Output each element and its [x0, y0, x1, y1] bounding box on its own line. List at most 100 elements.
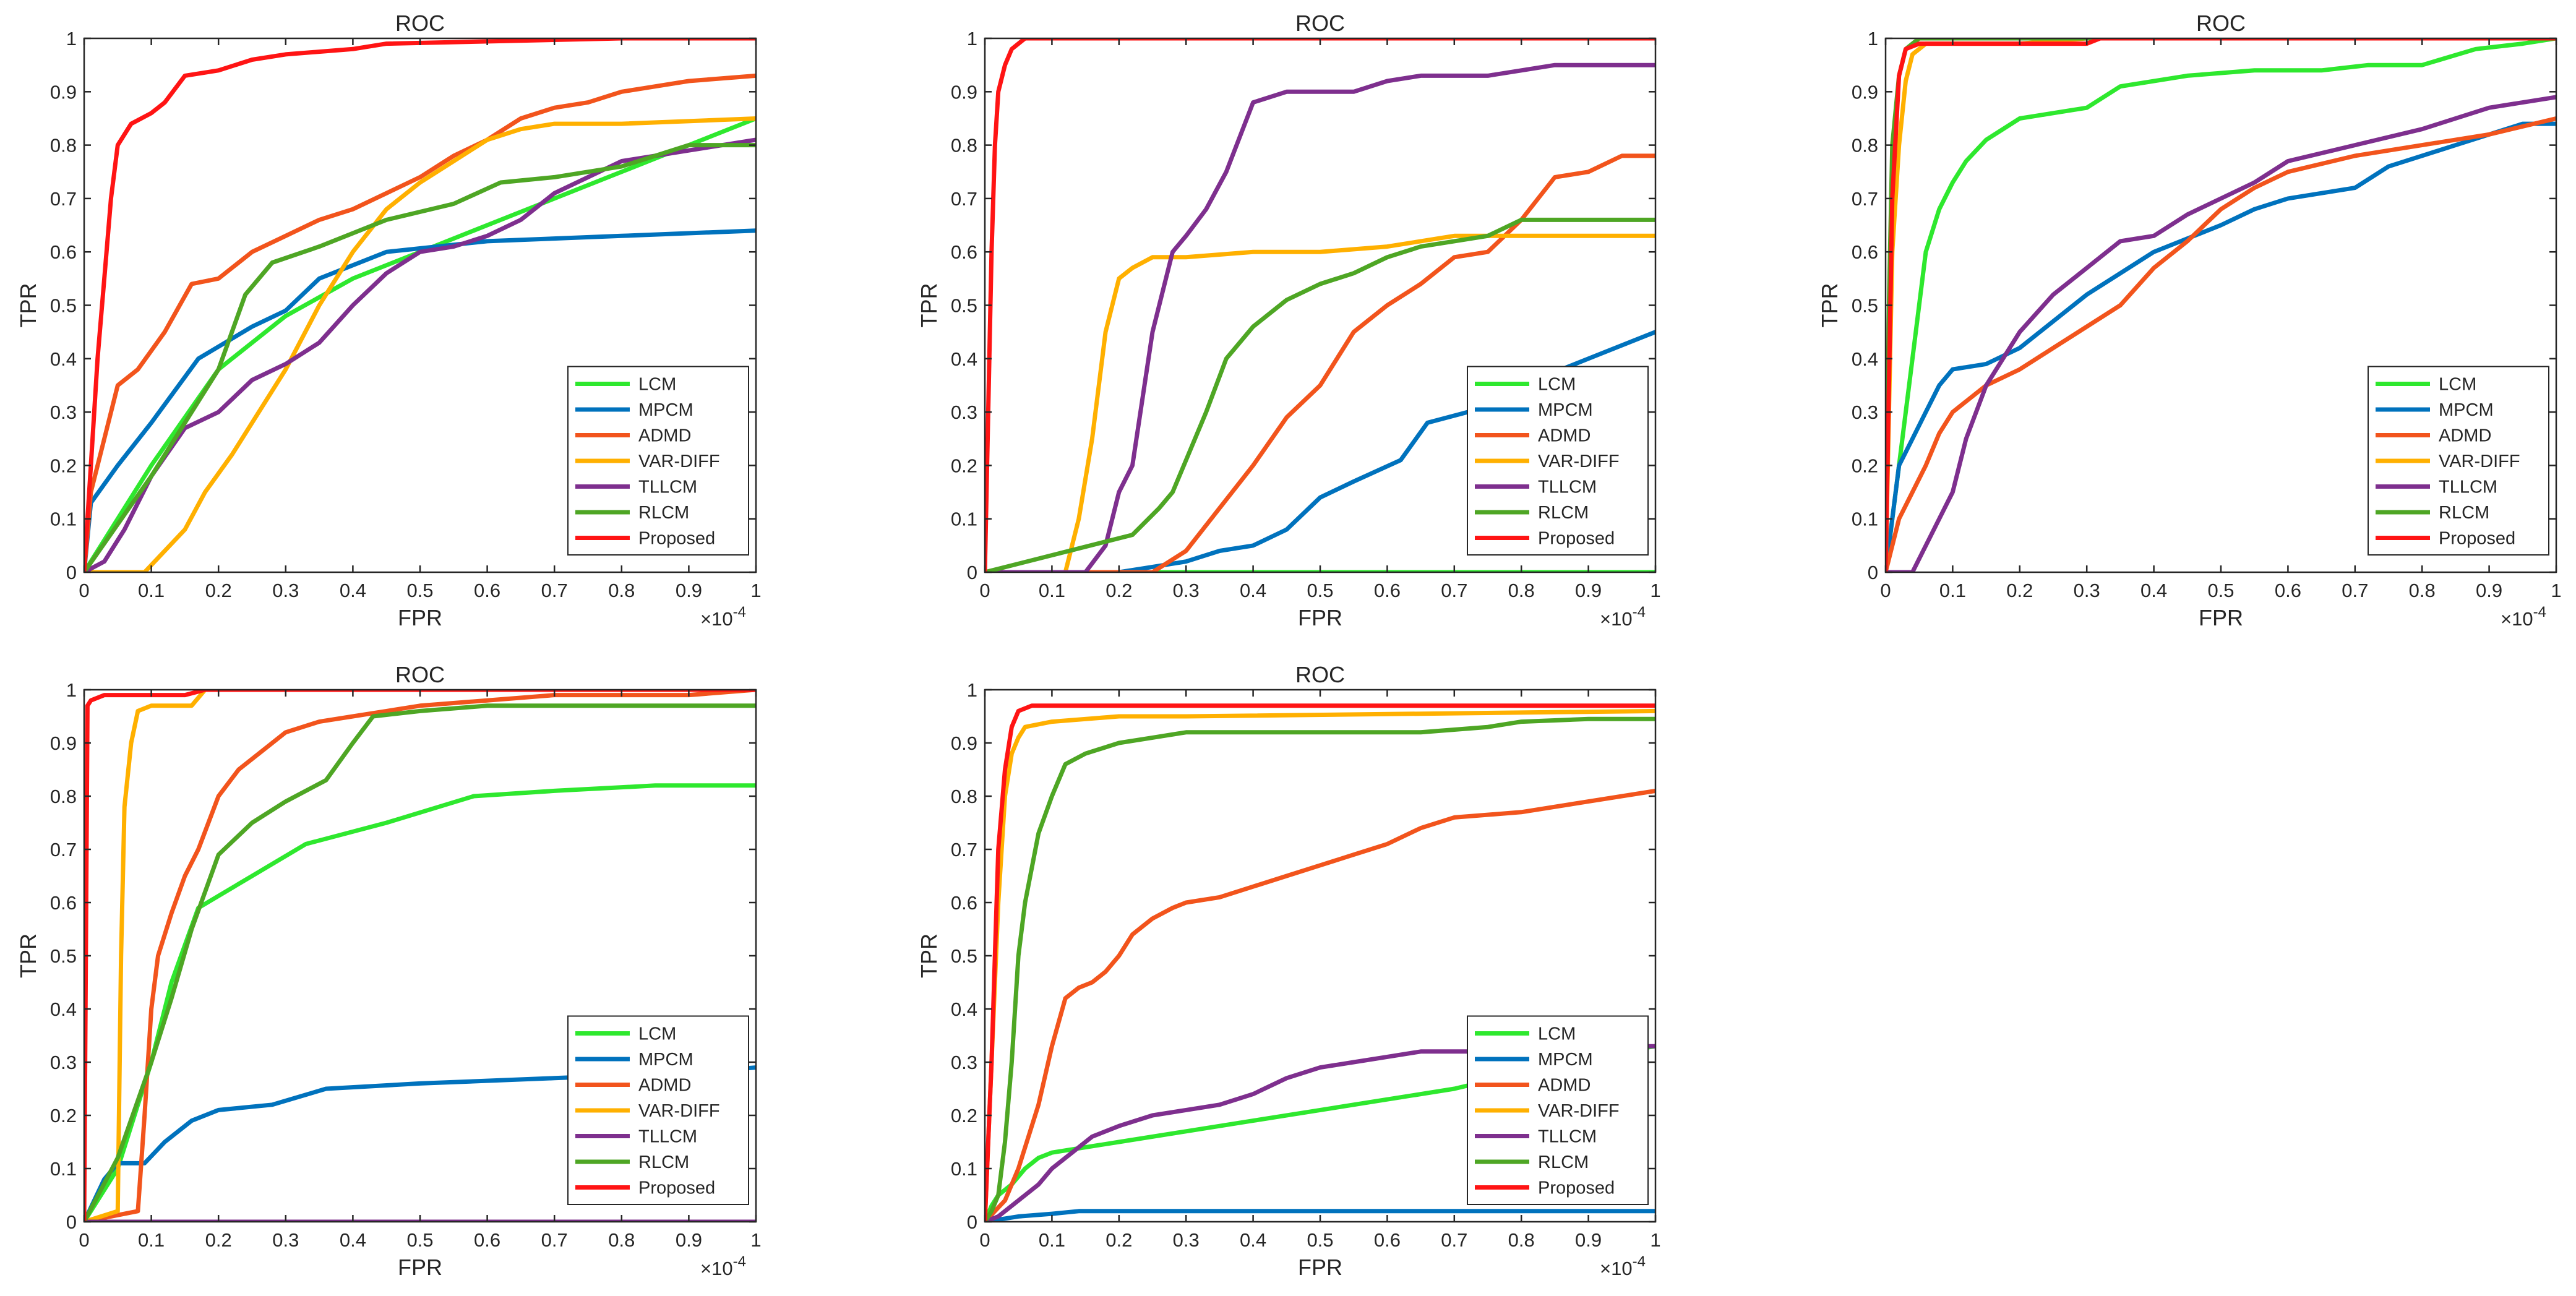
y-tick-label: 0.4	[50, 998, 77, 1020]
x-tick-label: 0.5	[406, 1229, 433, 1251]
series-line-var-diff	[84, 690, 756, 1222]
series-line-rlcm	[985, 217, 1655, 572]
x-axis-exponent-base: ×10	[1600, 608, 1633, 630]
x-axis-label: FPR	[1298, 1255, 1342, 1280]
series-lines	[84, 690, 756, 1222]
x-tick-label: 0.3	[1173, 580, 1200, 601]
y-tick-label: 0.9	[1852, 81, 1878, 103]
y-tick-label: 0.9	[951, 732, 977, 754]
y-tick-label: 0.1	[1852, 509, 1878, 530]
y-tick-label: 0.2	[1852, 455, 1878, 476]
x-tick-label: 0.3	[1173, 1229, 1200, 1251]
legend-label: VAR-DIFF	[638, 1101, 720, 1121]
y-tick-label: 1	[66, 28, 77, 49]
x-tick-label: 0.4	[1240, 1229, 1266, 1251]
x-tick-label: 0.6	[2275, 580, 2301, 601]
y-tick-label: 0.6	[50, 892, 77, 914]
y-tick-label: 0.2	[951, 1105, 977, 1126]
x-axis-exponent: ×10-4	[2501, 604, 2546, 630]
y-tick-label: 0.7	[50, 188, 77, 210]
x-tick-label: 0.2	[2006, 580, 2033, 601]
y-tick-label: 0.9	[951, 81, 977, 103]
y-tick-label: 0.1	[951, 1158, 977, 1180]
legend-label: MPCM	[1538, 400, 1593, 420]
series-line-var-diff	[1886, 38, 2556, 572]
legend-label: RLCM	[1538, 503, 1589, 523]
series-line-mpcm	[985, 1209, 1655, 1222]
chart-title: ROC	[395, 11, 445, 36]
x-tick-label: 0.4	[2140, 580, 2167, 601]
x-tick-label: 0.1	[138, 1229, 165, 1251]
y-tick-label: 0.4	[951, 348, 977, 370]
legend-label: Proposed	[638, 1178, 715, 1198]
x-tick-label: 0.6	[1374, 1229, 1401, 1251]
legend-label: Proposed	[2439, 529, 2515, 549]
x-axis-exponent-power: -4	[1633, 604, 1646, 620]
y-tick-label: 0.3	[1852, 401, 1878, 423]
series-line-var-diff	[985, 233, 1655, 572]
series-line-rlcm	[84, 703, 756, 1222]
legend-label: ADMD	[1538, 1076, 1591, 1096]
y-tick-label: 0.8	[50, 135, 77, 157]
y-tick-label: 0.8	[951, 786, 977, 807]
legend-label: TLLCM	[638, 478, 697, 497]
x-tick-label: 0.4	[340, 1229, 366, 1251]
x-tick-label: 0	[1880, 580, 1891, 601]
y-tick-label: 0.4	[1852, 348, 1878, 370]
x-tick-label: 0.7	[1441, 1229, 1467, 1251]
y-tick-label: 0.3	[951, 1052, 977, 1073]
legend-label: LCM	[638, 1024, 676, 1044]
y-tick-label: 0.8	[1852, 135, 1878, 157]
x-tick-label: 0.3	[272, 580, 299, 601]
x-axis-label: FPR	[398, 1255, 442, 1280]
y-tick-label: 0.1	[50, 509, 77, 530]
x-tick-label: 0.5	[2207, 580, 2234, 601]
y-tick-label: 0.5	[951, 945, 977, 967]
legend-label: RLCM	[638, 503, 689, 523]
x-tick-label: 1	[750, 1229, 761, 1251]
x-tick-label: 1	[1650, 580, 1660, 601]
x-axis-exponent-power: -4	[1633, 1253, 1646, 1270]
x-tick-label: 0.1	[1039, 580, 1065, 601]
y-tick-label: 0.7	[1852, 188, 1878, 210]
x-tick-label: 0.9	[1575, 580, 1602, 601]
series-line-proposed	[84, 38, 756, 572]
series-line-admd	[1886, 116, 2556, 572]
y-tick-label: 0.1	[50, 1158, 77, 1180]
y-tick-label: 0	[66, 562, 77, 583]
legend-label: LCM	[2439, 375, 2476, 395]
series-line-rlcm	[84, 143, 756, 572]
y-tick-label: 0.9	[50, 732, 77, 754]
x-tick-label: 1	[1650, 1229, 1660, 1251]
series-line-proposed	[84, 690, 756, 1222]
x-tick-label: 0.1	[1039, 1229, 1065, 1251]
x-tick-label: 0.8	[608, 580, 635, 601]
x-axis-exponent-base: ×10	[700, 1258, 733, 1279]
y-tick-label: 0.2	[50, 1105, 77, 1126]
x-axis-label: FPR	[1298, 605, 1342, 630]
x-axis-label: FPR	[2199, 605, 2243, 630]
x-axis-exponent-power: -4	[2533, 604, 2546, 620]
series-line-mpcm	[1886, 121, 2556, 572]
y-tick-label: 0.6	[50, 241, 77, 263]
x-tick-label: 0.1	[1939, 580, 1966, 601]
legend-label: TLLCM	[638, 1127, 697, 1147]
x-tick-label: 0	[79, 1229, 89, 1251]
roc-chart-5: 0 0.1 0.2 0.3 0.4 0.5 0.6 0.7 0.8 0.9 1 0 0.1 0.2 0.3 0…	[916, 662, 1661, 1280]
x-axis-exponent: ×10-4	[700, 1253, 746, 1279]
series-line-lcm	[1886, 38, 2556, 572]
y-tick-label: 0.3	[50, 1052, 77, 1073]
legend-label: Proposed	[1538, 1178, 1615, 1198]
legend-label: Proposed	[1538, 529, 1615, 549]
x-tick-label: 0.9	[676, 580, 702, 601]
series-line-var-diff	[84, 116, 756, 572]
legend-label: RLCM	[638, 1152, 689, 1172]
y-tick-label: 1	[967, 28, 977, 49]
legend-label: MPCM	[2439, 400, 2494, 420]
y-tick-label: 0.6	[1852, 241, 1878, 263]
x-tick-label: 0.5	[1307, 1229, 1333, 1251]
legend-label: VAR-DIFF	[2439, 452, 2520, 471]
x-tick-label: 0.2	[205, 580, 232, 601]
legend-label: MPCM	[638, 1050, 693, 1070]
